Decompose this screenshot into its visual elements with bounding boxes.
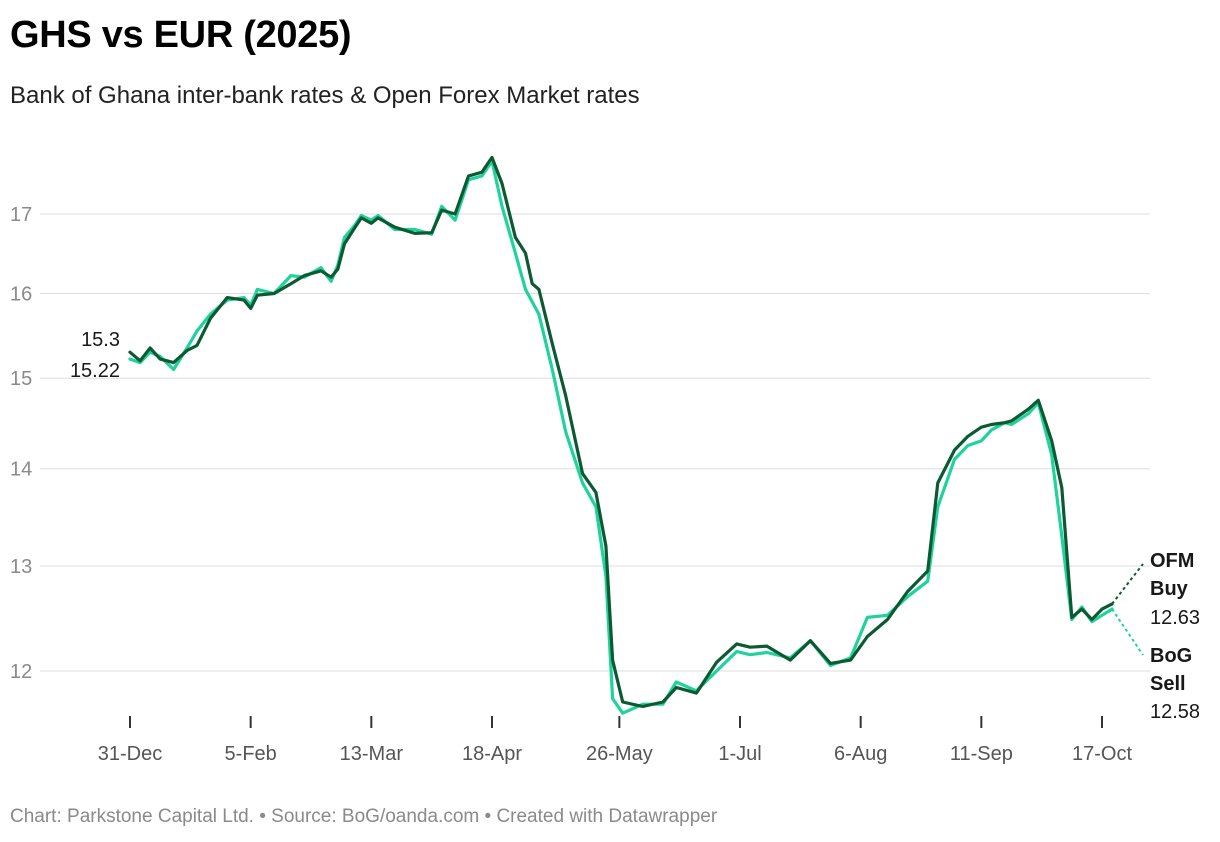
x-tick-label: 13-Mar — [340, 743, 404, 765]
x-tick-label: 26-May — [586, 743, 653, 765]
chart-footer: Chart: Parkstone Capital Ltd. • Source: … — [10, 806, 718, 827]
series-line-ofm-buy — [128, 155, 1114, 709]
x-tick-label: 6-Aug — [834, 743, 887, 765]
y-tick-label: 17 — [10, 204, 32, 226]
chart-title: GHS vs EUR (2025) — [10, 14, 352, 56]
ofm-end-label: Buy — [1150, 578, 1189, 600]
x-tick-label: 18-Apr — [462, 743, 522, 765]
bog-end-label: BoG — [1150, 645, 1192, 667]
y-tick-label: 13 — [10, 556, 32, 578]
ofm-end-connector — [1111, 563, 1144, 605]
x-tick-label: 17-Oct — [1072, 743, 1132, 765]
x-tick-label: 31-Dec — [98, 743, 162, 765]
ofm-end-label: OFM — [1150, 550, 1194, 572]
series-line-bog-sell — [128, 159, 1114, 715]
start-label-ofm: 15.3 — [81, 329, 120, 351]
x-tick-label: 11-Sep — [950, 743, 1013, 765]
y-tick-label: 14 — [10, 459, 32, 481]
bog-end-label: Sell — [1150, 673, 1186, 695]
bog-end-connector — [1111, 608, 1144, 656]
chart-subtitle: Bank of Ghana inter-bank rates & Open Fo… — [10, 82, 640, 109]
y-tick-label: 12 — [10, 661, 32, 683]
ofm-end-value: 12.63 — [1150, 607, 1200, 629]
x-tick-label: 5-Feb — [225, 743, 277, 765]
start-label-bog: 15.22 — [70, 360, 120, 382]
bog-end-value: 12.58 — [1150, 701, 1200, 723]
y-tick-label: 15 — [10, 368, 32, 390]
x-tick-label: 1-Jul — [718, 743, 761, 765]
y-tick-label: 16 — [10, 284, 32, 306]
